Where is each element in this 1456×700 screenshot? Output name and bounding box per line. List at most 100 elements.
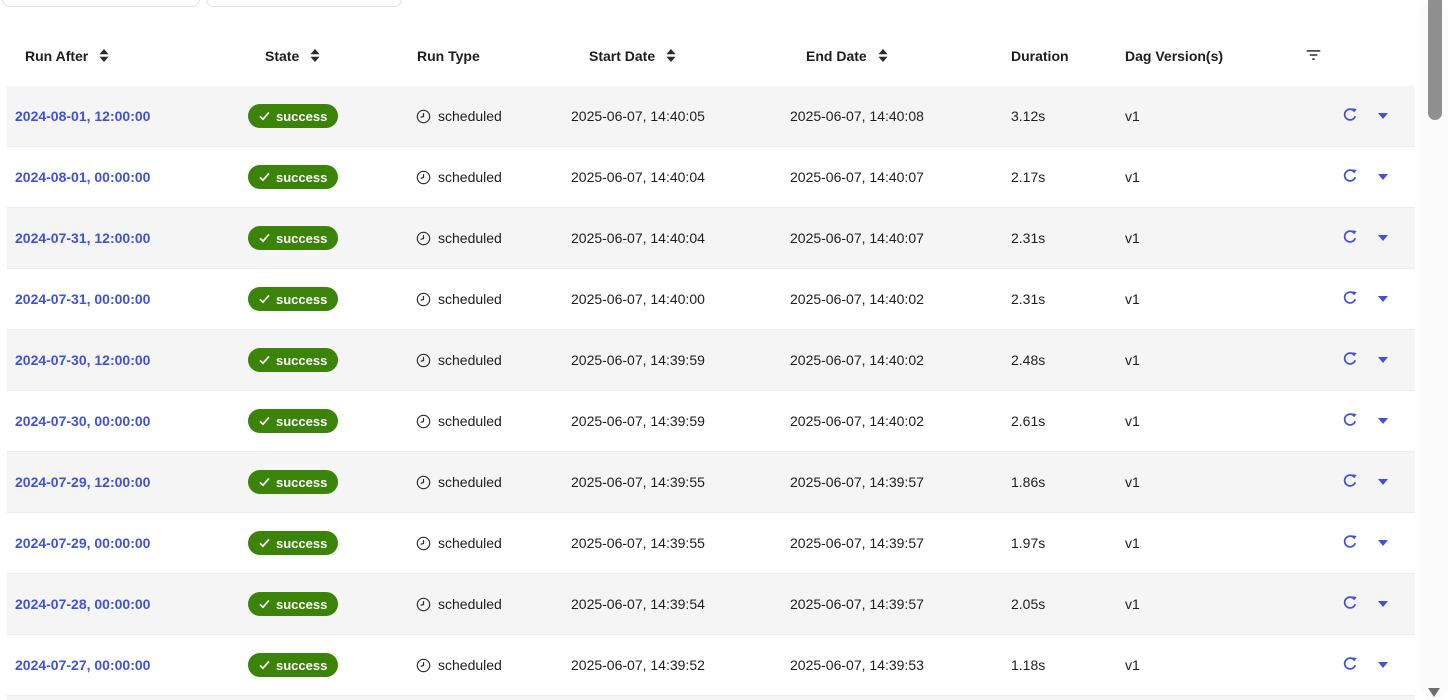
clear-rerun-button[interactable]	[1342, 473, 1358, 492]
dag-version-value: v1	[1125, 596, 1140, 612]
run-type-value: scheduled	[438, 596, 502, 612]
end-date-value: 2025-06-07, 14:39:57	[790, 535, 924, 551]
table-row: 2024-07-30, 12:00:00 success scheduled 2…	[7, 330, 1415, 391]
column-header-state: State	[248, 48, 416, 64]
duration-value: 2.61s	[1011, 413, 1046, 429]
sort-arrows-icon	[309, 48, 321, 63]
vertical-scrollbar[interactable]	[1420, 0, 1448, 700]
clock-icon	[416, 414, 431, 429]
status-badge-label: success	[276, 352, 328, 368]
dag-version-value: v1	[1125, 108, 1140, 124]
filters-bar	[0, 0, 1456, 25]
row-menu-button[interactable]	[1378, 235, 1388, 241]
dag-version-value: v1	[1125, 291, 1140, 307]
filter-input-left[interactable]	[2, 0, 200, 7]
column-header-start-date: Start Date	[571, 48, 790, 64]
clock-icon	[416, 109, 431, 124]
end-date-value: 2025-06-07, 14:40:02	[790, 291, 924, 307]
column-header-actions	[1300, 48, 1415, 64]
table-row: 2024-07-27, 00:00:00 success scheduled 2…	[7, 635, 1415, 696]
row-menu-button[interactable]	[1378, 296, 1388, 302]
run-after-link[interactable]: 2024-08-01, 12:00:00	[15, 108, 151, 124]
clock-icon	[416, 475, 431, 490]
table-row: 2024-08-01, 00:00:00 success scheduled 2…	[7, 147, 1415, 208]
clock-icon	[416, 292, 431, 307]
run-after-link[interactable]: 2024-07-30, 12:00:00	[15, 352, 151, 368]
run-type-value: scheduled	[438, 474, 502, 490]
sort-button-start-date[interactable]: Start Date	[571, 48, 677, 64]
table-row-partial	[7, 696, 1415, 700]
dag-version-value: v1	[1125, 474, 1140, 490]
start-date-value: 2025-06-07, 14:39:52	[571, 657, 705, 673]
sort-arrows-icon	[98, 48, 110, 63]
row-menu-button[interactable]	[1378, 479, 1388, 485]
run-after-link[interactable]: 2024-07-29, 00:00:00	[15, 535, 151, 551]
clear-rerun-button[interactable]	[1342, 351, 1358, 370]
sort-arrows-icon	[877, 48, 889, 63]
end-date-value: 2025-06-07, 14:39:53	[790, 657, 924, 673]
clear-rerun-button[interactable]	[1342, 412, 1358, 431]
scrollbar-down-arrow[interactable]	[1428, 688, 1440, 697]
filter-lines-icon	[1306, 49, 1321, 64]
start-date-value: 2025-06-07, 14:39:59	[571, 352, 705, 368]
run-after-link[interactable]: 2024-07-31, 00:00:00	[15, 291, 151, 307]
caret-down-icon	[1378, 174, 1388, 180]
clear-rerun-button[interactable]	[1342, 595, 1358, 614]
run-after-link[interactable]: 2024-07-30, 00:00:00	[15, 413, 151, 429]
dag-version-value: v1	[1125, 535, 1140, 551]
end-date-value: 2025-06-07, 14:39:57	[790, 596, 924, 612]
end-date-value: 2025-06-07, 14:40:02	[790, 413, 924, 429]
status-badge-label: success	[276, 413, 328, 429]
dag-version-value: v1	[1125, 413, 1140, 429]
clear-rerun-button[interactable]	[1342, 534, 1358, 553]
end-date-value: 2025-06-07, 14:39:57	[790, 474, 924, 490]
row-menu-button[interactable]	[1378, 357, 1388, 363]
row-menu-button[interactable]	[1378, 662, 1388, 668]
clear-rerun-button[interactable]	[1342, 107, 1358, 126]
row-menu-button[interactable]	[1378, 601, 1388, 607]
row-menu-button[interactable]	[1378, 113, 1388, 119]
column-label: State	[265, 47, 300, 64]
clear-rerun-button[interactable]	[1342, 229, 1358, 248]
refresh-icon	[1342, 595, 1358, 614]
clock-icon	[416, 170, 431, 185]
run-type-value: scheduled	[438, 657, 502, 673]
run-type-value: scheduled	[438, 291, 502, 307]
filter-input-right[interactable]	[206, 0, 402, 7]
refresh-icon	[1342, 656, 1358, 675]
status-badge: success	[248, 104, 339, 128]
status-badge: success	[248, 653, 339, 677]
start-date-value: 2025-06-07, 14:40:04	[571, 230, 705, 246]
run-after-link[interactable]: 2024-07-27, 00:00:00	[15, 657, 151, 673]
run-after-link[interactable]: 2024-07-31, 12:00:00	[15, 230, 151, 246]
clock-icon	[416, 536, 431, 551]
run-after-link[interactable]: 2024-07-29, 12:00:00	[15, 474, 151, 490]
column-filter-button[interactable]	[1306, 49, 1321, 64]
run-after-link[interactable]: 2024-07-28, 00:00:00	[15, 596, 151, 612]
clear-rerun-button[interactable]	[1342, 168, 1358, 187]
status-badge-label: success	[276, 108, 328, 124]
clock-icon	[416, 231, 431, 246]
row-menu-button[interactable]	[1378, 540, 1388, 546]
sort-button-state[interactable]: State	[248, 48, 321, 64]
refresh-icon	[1342, 229, 1358, 248]
status-badge: success	[248, 287, 339, 311]
clear-rerun-button[interactable]	[1342, 290, 1358, 309]
sort-button-run-after[interactable]: Run After	[7, 48, 110, 64]
table-row: 2024-07-31, 12:00:00 success scheduled 2…	[7, 208, 1415, 269]
run-type-value: scheduled	[438, 413, 502, 429]
sort-button-end-date[interactable]: End Date	[790, 48, 889, 64]
checkmark-icon	[259, 416, 270, 426]
duration-value: 2.17s	[1011, 169, 1046, 185]
row-menu-button[interactable]	[1378, 418, 1388, 424]
column-label: Start Date	[589, 47, 656, 64]
table-row: 2024-08-01, 12:00:00 success scheduled 2…	[7, 86, 1415, 147]
status-badge: success	[248, 226, 339, 250]
start-date-value: 2025-06-07, 14:39:55	[571, 474, 705, 490]
row-menu-button[interactable]	[1378, 174, 1388, 180]
caret-down-icon	[1378, 479, 1388, 485]
clear-rerun-button[interactable]	[1342, 656, 1358, 675]
run-after-link[interactable]: 2024-08-01, 00:00:00	[15, 169, 151, 185]
column-label: Duration	[1011, 47, 1069, 64]
scrollbar-thumb[interactable]	[1428, 0, 1442, 120]
